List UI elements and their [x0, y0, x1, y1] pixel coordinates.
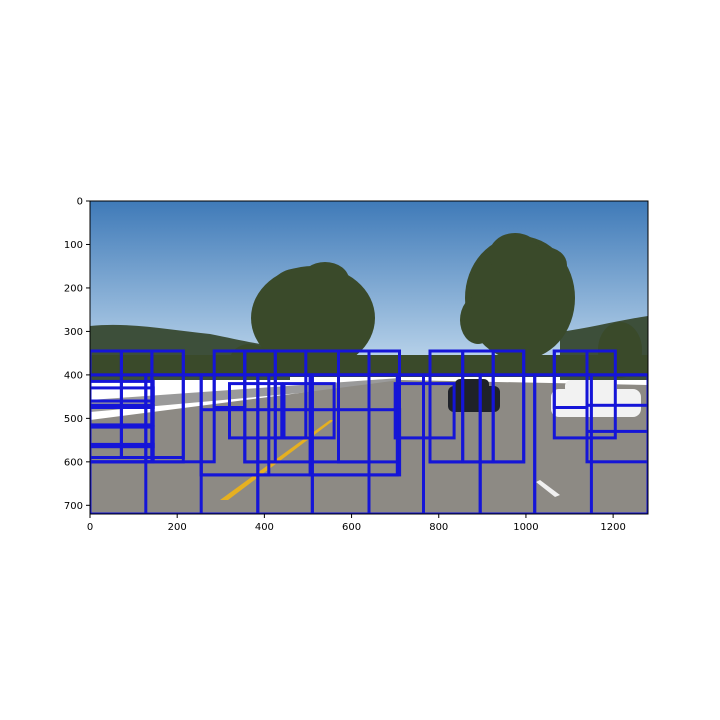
y-tick-label: 700 [64, 501, 83, 512]
trees [230, 233, 642, 378]
y-tick-label: 600 [64, 457, 83, 468]
x-tick-label: 800 [429, 522, 448, 533]
detection-box [585, 403, 648, 433]
x-tick-label: 600 [342, 522, 361, 533]
axes-frame [89, 200, 649, 515]
x-tick-label: 400 [255, 522, 274, 533]
detection-box [90, 386, 155, 409]
white-lane-line [536, 480, 560, 497]
x-tick-label: 1200 [600, 522, 625, 533]
detection-windows [90, 349, 648, 514]
x-tick-label: 0 [87, 522, 93, 533]
y-tick-label: 400 [64, 370, 83, 381]
y-axis-ticks: 0 100 200 300 400 500 600 700 [64, 197, 90, 512]
detection-box [90, 425, 155, 449]
detection-box [144, 373, 216, 464]
detection-box [491, 349, 526, 464]
y-tick-label: 100 [64, 240, 83, 251]
y-tick-label: 300 [64, 327, 83, 338]
x-tick-label: 1000 [513, 522, 538, 533]
y-tick-label: 0 [77, 197, 83, 208]
detection-box [90, 442, 155, 464]
x-tick-label: 200 [168, 522, 187, 533]
y-tick-label: 200 [64, 283, 83, 294]
x-axis-ticks: 0 200 400 600 800 1000 1200 [87, 514, 626, 533]
y-tick-label: 500 [64, 414, 83, 425]
detection-box [90, 403, 155, 427]
yellow-lane-line [220, 420, 334, 500]
detection-box [199, 408, 402, 477]
